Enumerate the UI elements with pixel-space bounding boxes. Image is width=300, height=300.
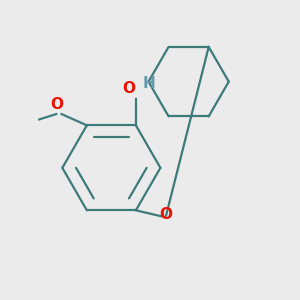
Text: O: O xyxy=(50,97,63,112)
Text: O: O xyxy=(159,207,172,222)
Text: O: O xyxy=(122,81,135,96)
Text: H: H xyxy=(142,76,155,91)
